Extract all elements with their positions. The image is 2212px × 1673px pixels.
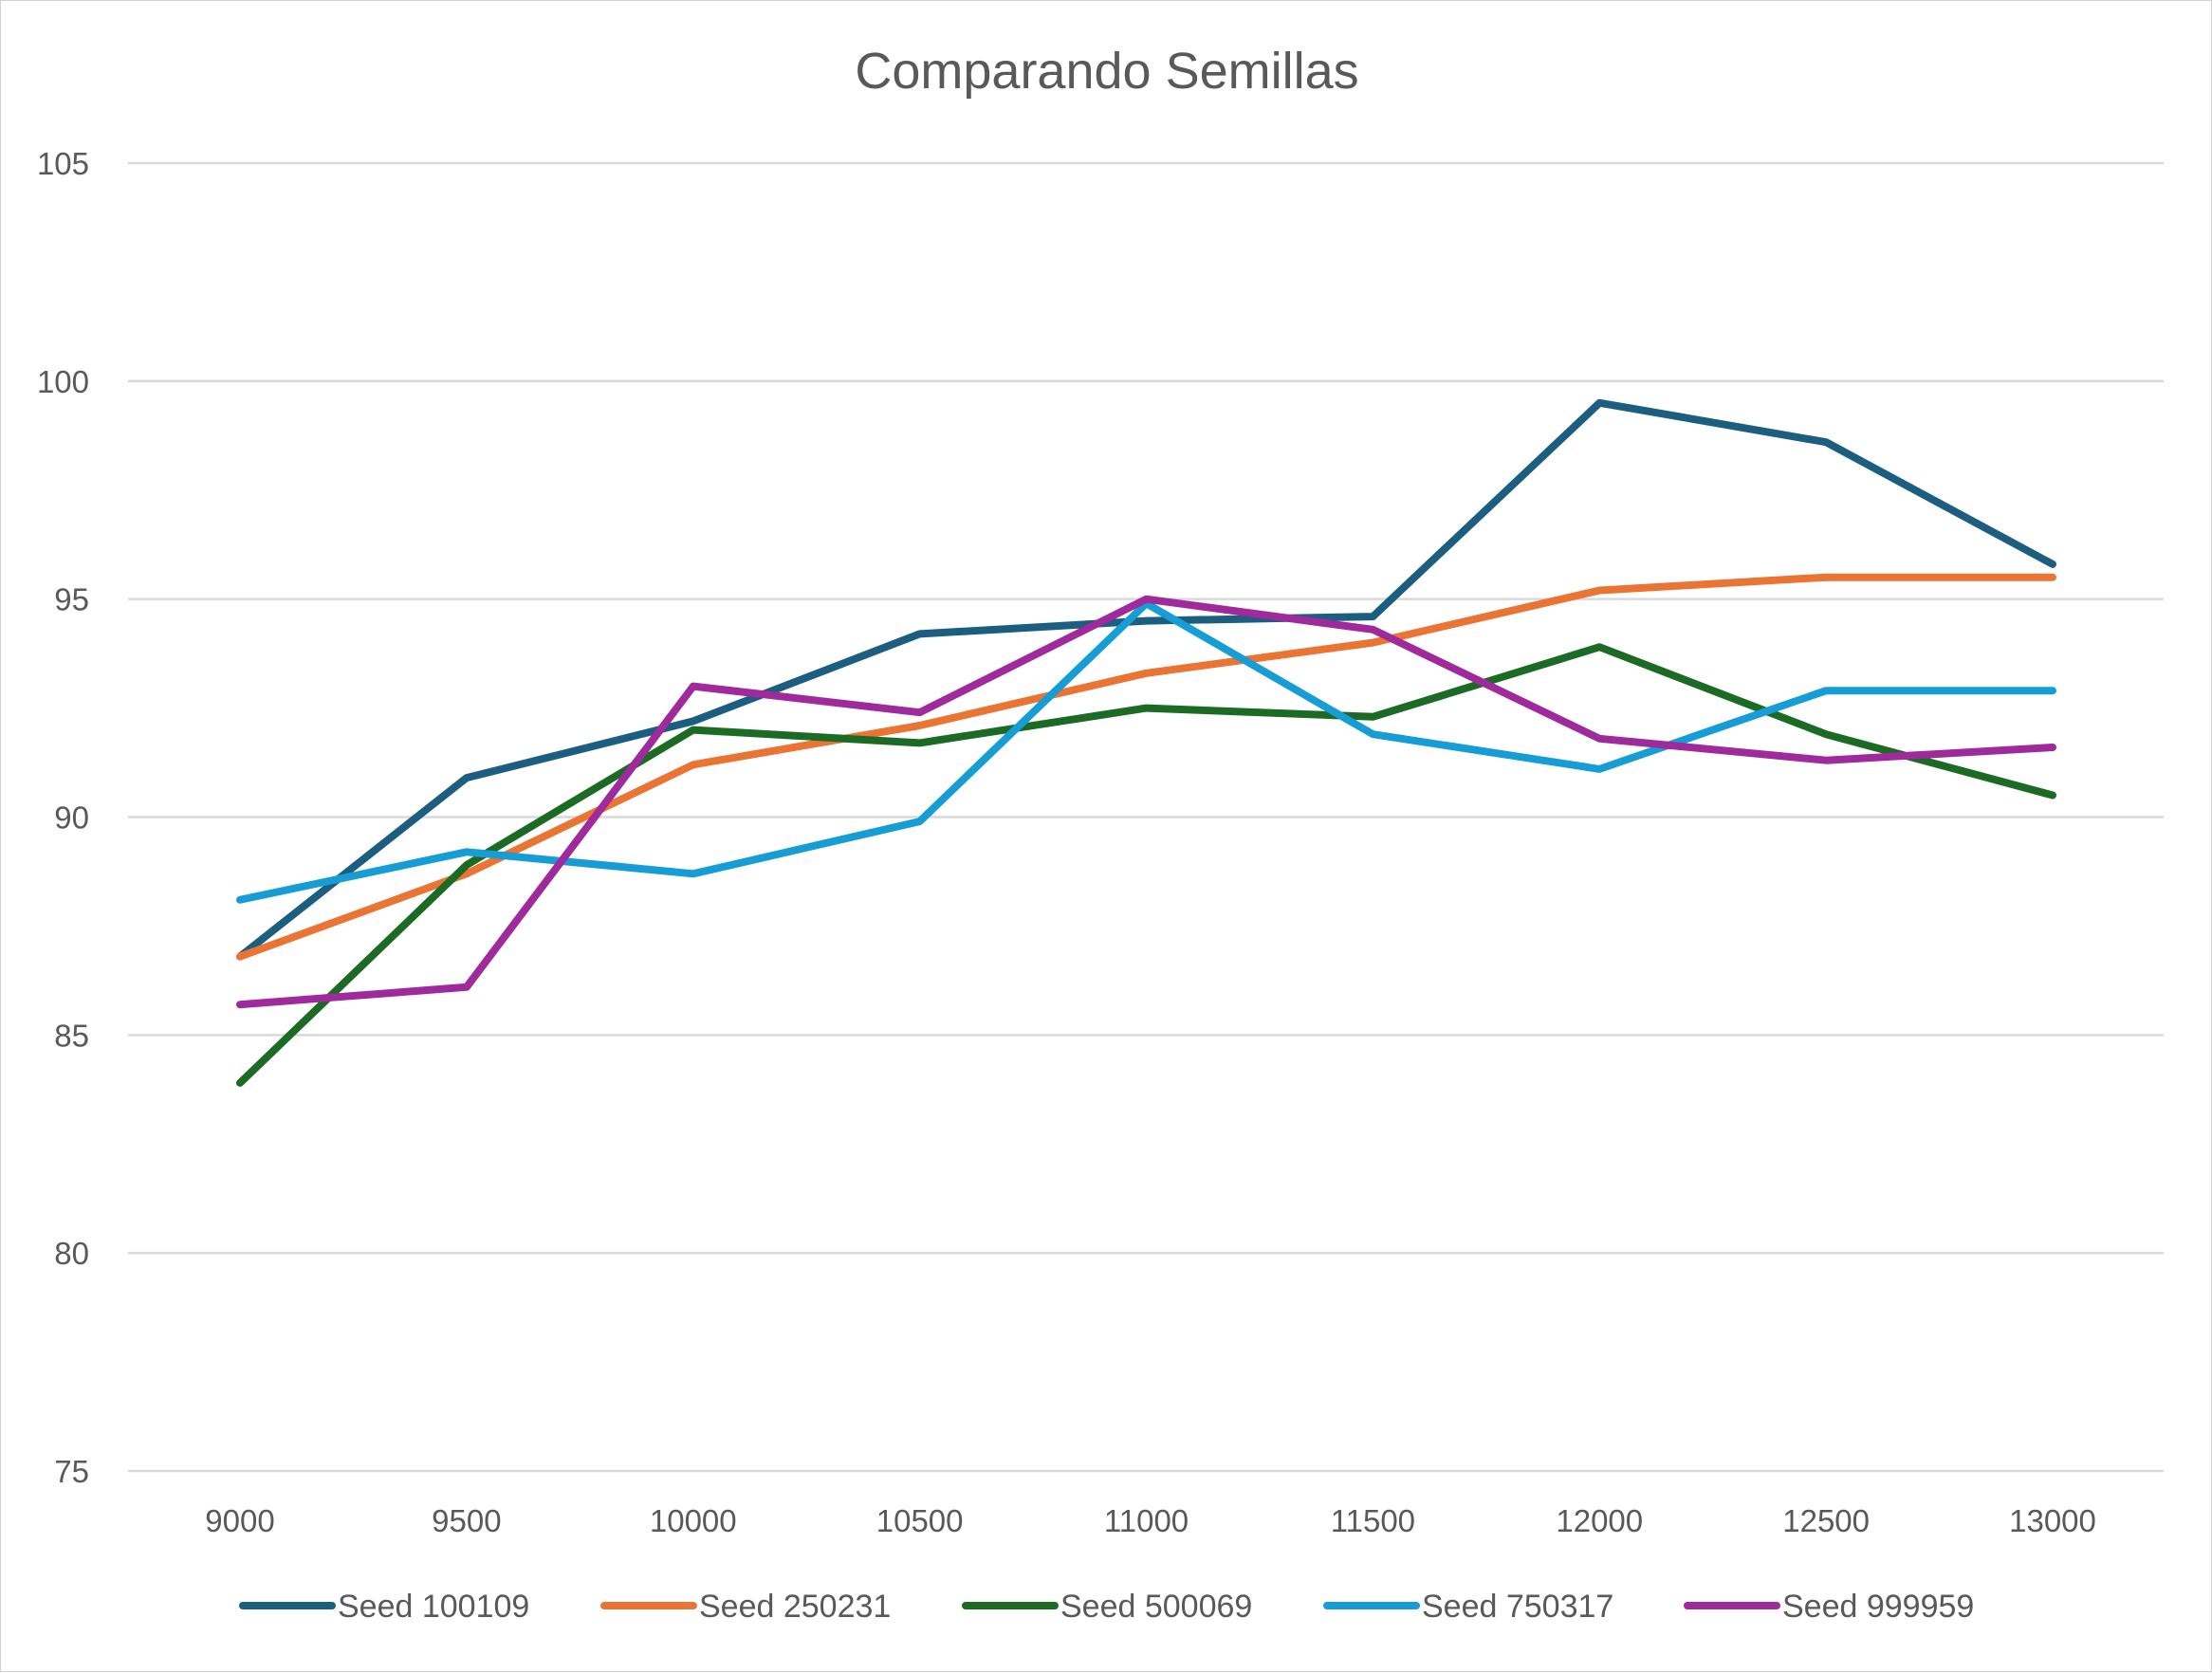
y-tick-label: 105 bbox=[37, 146, 89, 181]
legend-item: Seed 500069 bbox=[966, 1589, 1252, 1625]
x-tick-label: 9500 bbox=[432, 1503, 501, 1538]
gridlines bbox=[128, 163, 2164, 1471]
legend-item: Seed 750317 bbox=[1327, 1589, 1613, 1625]
legend-item: Seed 999959 bbox=[1687, 1589, 1974, 1625]
y-tick-label: 90 bbox=[54, 800, 89, 836]
y-tick-label: 100 bbox=[37, 364, 89, 399]
series-1 bbox=[240, 403, 2053, 957]
x-tick-label: 13000 bbox=[2009, 1503, 2096, 1538]
y-tick-label: 75 bbox=[54, 1454, 89, 1489]
y-tick-label: 95 bbox=[54, 582, 89, 617]
series-5 bbox=[240, 599, 2053, 1005]
legend-item: Seed 250231 bbox=[604, 1589, 891, 1625]
legend-label: Seed 999959 bbox=[1782, 1589, 1974, 1625]
series-line bbox=[240, 403, 2053, 957]
x-axis-tick-labels: 9000 9500 10000 10500 11000 11500 12000 12500 13… bbox=[205, 1503, 2096, 1538]
legend-item: Seed 100109 bbox=[243, 1589, 529, 1625]
series-line bbox=[240, 647, 2053, 1083]
x-tick-label: 11500 bbox=[1331, 1503, 1415, 1538]
x-tick-label: 12000 bbox=[1556, 1503, 1643, 1538]
y-tick-label: 85 bbox=[54, 1018, 89, 1053]
series-lines bbox=[240, 403, 2053, 1083]
legend-label: Seed 750317 bbox=[1422, 1589, 1613, 1625]
series-3 bbox=[240, 647, 2053, 1083]
legend: Seed 100109 Seed 250231 Seed 500069 Seed 75… bbox=[243, 1589, 1974, 1625]
x-tick-label: 9000 bbox=[205, 1503, 274, 1538]
series-line bbox=[240, 603, 2053, 900]
y-tick-label: 80 bbox=[54, 1236, 89, 1271]
series-4 bbox=[240, 603, 2053, 900]
legend-label: Seed 500069 bbox=[1060, 1589, 1252, 1625]
x-tick-label: 10500 bbox=[876, 1503, 964, 1538]
y-axis-tick-labels: 75 80 85 90 95 100 105 bbox=[37, 146, 89, 1489]
x-tick-label: 10000 bbox=[650, 1503, 737, 1538]
legend-label: Seed 250231 bbox=[699, 1589, 891, 1625]
x-tick-label: 11000 bbox=[1104, 1503, 1189, 1538]
x-tick-label: 12500 bbox=[1782, 1503, 1870, 1538]
legend-label: Seed 100109 bbox=[338, 1589, 529, 1625]
chart-title: Comparando Semillas bbox=[855, 43, 1358, 100]
series-line bbox=[240, 599, 2053, 1004]
